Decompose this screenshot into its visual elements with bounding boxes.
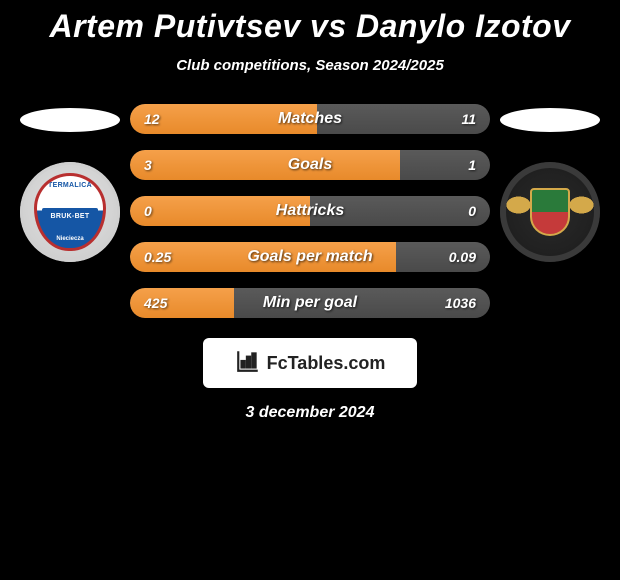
stat-value-left: 0.25 [144,249,171,265]
subtitle: Club competitions, Season 2024/2025 [0,57,620,74]
stat-label: Hattricks [276,202,344,220]
right-side-column [500,104,600,262]
right-club-badge [500,162,600,262]
brand-text: FcTables.com [267,353,386,374]
stat-bar: 12 11 Matches [130,104,490,134]
stat-fill-left [130,150,400,180]
stat-value-right: 11 [461,111,476,127]
left-country-flag [20,108,120,132]
brand-badge: FcTables.com [203,338,417,388]
stats-column: 12 11 Matches 3 1 Goals 0 0 Hattricks 0.25 0.09 Goa… [130,104,490,318]
left-club-shield: TERMALICA BRUK-BET Nieciecza [34,173,106,251]
stat-fill-right [400,150,490,180]
comparison-card: Artem Putivtsev vs Danylo Izotov Club co… [0,0,620,422]
right-badge-shield [530,188,570,236]
stat-value-right: 1036 [445,295,476,311]
stat-value-left: 0 [144,203,152,219]
right-country-flag [500,108,600,132]
left-badge-bot-text: Nieciecza [56,236,83,242]
stat-value-left: 425 [144,295,167,311]
stat-value-right: 0.09 [449,249,476,265]
stat-label: Matches [278,110,342,128]
stat-value-left: 12 [144,111,160,127]
stat-label: Goals [288,156,332,174]
stat-label: Goals per match [247,248,372,266]
stat-value-right: 1 [468,157,476,173]
left-side-column: TERMALICA BRUK-BET Nieciecza [20,104,120,262]
stat-value-left: 3 [144,157,152,173]
stat-bar: 3 1 Goals [130,150,490,180]
left-badge-top-text: TERMALICA [48,182,92,189]
stat-bar: 425 1036 Min per goal [130,288,490,318]
left-club-badge: TERMALICA BRUK-BET Nieciecza [20,162,120,262]
footer-date: 3 december 2024 [0,404,620,422]
stat-bar: 0 0 Hattricks [130,196,490,226]
stat-bar: 0.25 0.09 Goals per match [130,242,490,272]
stat-value-right: 0 [468,203,476,219]
page-title: Artem Putivtsev vs Danylo Izotov [0,8,620,45]
left-badge-mid-text: BRUK-BET [42,208,98,224]
chart-icon [235,348,261,379]
main-row: TERMALICA BRUK-BET Nieciecza 12 11 Matches… [0,104,620,318]
stat-label: Min per goal [263,294,357,312]
